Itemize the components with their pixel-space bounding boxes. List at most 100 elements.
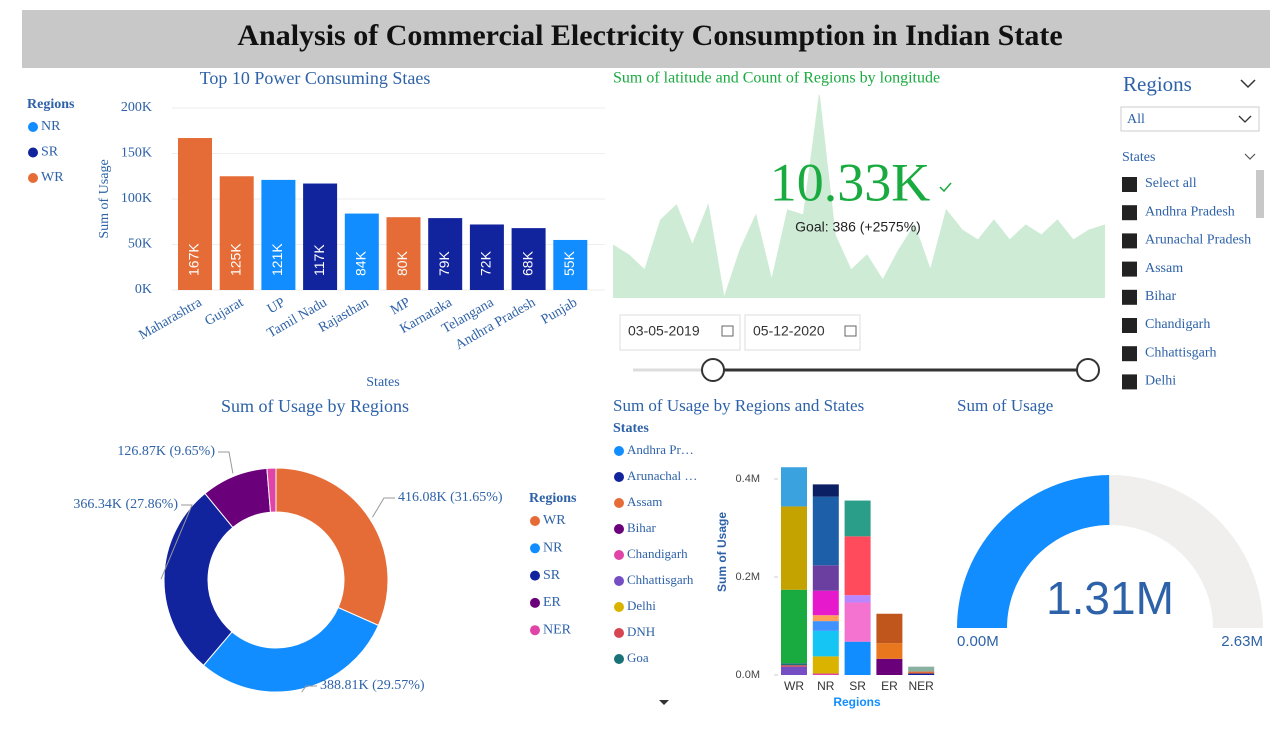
checkbox[interactable] <box>1122 233 1137 249</box>
legend-marker <box>28 122 38 132</box>
slider-handle[interactable] <box>1076 358 1100 382</box>
checkbox[interactable] <box>1122 177 1137 192</box>
bar-value-label: 167K <box>186 243 202 276</box>
chevron[interactable] <box>1244 153 1256 160</box>
bar-segment <box>812 673 839 675</box>
kpi-goal: Goal: 386 (+2575%) <box>795 219 921 235</box>
legend-label: NR <box>543 541 563 556</box>
slicer-item[interactable]: Andhra Pradesh <box>1145 204 1235 219</box>
legend-marker <box>28 173 38 183</box>
bar <box>178 138 212 290</box>
bar-segment <box>876 643 903 659</box>
slicer-item[interactable]: Delhi <box>1145 374 1176 389</box>
bar <box>511 228 546 290</box>
legend-label: Goa <box>627 650 649 665</box>
bar <box>303 183 338 290</box>
bar-segment <box>844 500 871 537</box>
legend-label: Andhra Pr… <box>627 442 694 457</box>
donut-slice <box>266 467 277 513</box>
bar-value-label: 121K <box>269 243 285 276</box>
date-start[interactable]: 03-05-2019 <box>628 323 700 339</box>
dropdown[interactable] <box>1120 106 1260 132</box>
scrollbar[interactable] <box>1256 170 1264 218</box>
bar-segment <box>812 615 839 622</box>
y-tick-label: 0.4M <box>736 473 760 485</box>
bar-segment <box>812 565 839 591</box>
chart-title: Sum of Usage <box>957 396 1053 415</box>
slicer-item[interactable]: Assam <box>1145 261 1183 276</box>
slicer-item[interactable]: Chandigarh <box>1145 317 1210 332</box>
x-axis-label: Regions <box>833 695 881 709</box>
date-end[interactable]: 05-12-2020 <box>753 323 825 339</box>
calendar-icon[interactable] <box>721 325 734 337</box>
x-axis-label: States <box>366 375 399 390</box>
bar-segment <box>781 467 807 507</box>
legend-marker <box>530 597 540 608</box>
checkbox[interactable] <box>1122 205 1137 221</box>
bar <box>428 218 463 290</box>
x-tick-label: WR <box>784 679 804 693</box>
bar-value-label: 117K <box>311 244 327 276</box>
legend-label: SR <box>41 145 59 160</box>
header-band <box>22 10 1270 68</box>
slicer-item[interactable]: Bihar <box>1145 289 1176 304</box>
legend-marker <box>614 550 624 560</box>
data-label: 126.87K (9.65%) <box>117 444 215 459</box>
checkbox[interactable] <box>1122 374 1137 390</box>
legend-marker <box>614 498 624 508</box>
y-tick-label: 50K <box>128 237 152 252</box>
slicer-item[interactable]: Arunachal Pradesh <box>1145 233 1251 248</box>
legend-marker <box>530 625 540 636</box>
page-title: Analysis of Commercial Electricity Consu… <box>237 19 1062 52</box>
x-tick-label: NER <box>909 679 935 693</box>
date-box[interactable] <box>619 314 741 351</box>
bar-segment <box>844 641 871 675</box>
gauge-value <box>957 475 1110 628</box>
checkbox[interactable] <box>1122 289 1137 305</box>
dropdown-value[interactable]: All <box>1127 112 1145 127</box>
gauge-max: 2.63M <box>1221 633 1263 650</box>
chevron[interactable] <box>1240 79 1256 89</box>
legend-title: States <box>613 421 649 436</box>
data-label: 416.08K (31.65%) <box>398 490 503 505</box>
y-tick-label: 150K <box>121 146 152 161</box>
bar-segment <box>781 663 807 666</box>
calendar-icon[interactable] <box>844 325 857 337</box>
x-tick-label: NR <box>817 679 835 693</box>
donut-slice <box>202 606 380 693</box>
bar <box>344 213 379 290</box>
y-axis-label: Sum of Usage <box>97 159 112 238</box>
x-tick-label: ER <box>881 679 898 693</box>
checkbox[interactable] <box>1122 261 1137 277</box>
kpi-check <box>939 182 952 193</box>
y-tick-label: 0K <box>135 282 152 297</box>
legend-marker <box>530 543 540 554</box>
slider-handle[interactable] <box>701 358 725 382</box>
legend-marker <box>614 446 624 456</box>
slicer-item[interactable]: Chhattisgarh <box>1145 345 1217 360</box>
leader-line <box>160 504 193 580</box>
bar-segment <box>844 602 871 642</box>
slicer-title: Regions <box>1123 72 1192 96</box>
y-tick-label: 0.0M <box>736 669 760 681</box>
legend-title: Regions <box>27 97 75 112</box>
legend-more[interactable] <box>659 700 669 705</box>
bar <box>386 217 421 290</box>
x-tick-label: SR <box>849 679 866 693</box>
checkbox[interactable] <box>1122 346 1137 362</box>
chart-title: Sum of Usage by Regions and States <box>613 396 864 415</box>
chevron[interactable] <box>1238 115 1252 123</box>
legend-marker <box>614 654 624 664</box>
leader-line <box>371 497 395 518</box>
legend-label: Delhi <box>627 598 656 613</box>
slicer-item[interactable]: Select all <box>1145 176 1197 191</box>
legend-marker <box>614 602 624 612</box>
bar-segment <box>781 665 807 667</box>
date-box[interactable] <box>744 314 861 351</box>
checkbox[interactable] <box>1122 318 1137 333</box>
leader-line <box>301 685 317 693</box>
chart-title: Sum of latitude and Count of Regions by … <box>613 70 940 87</box>
bar-segment <box>812 484 839 497</box>
legend-label: SR <box>543 568 561 583</box>
